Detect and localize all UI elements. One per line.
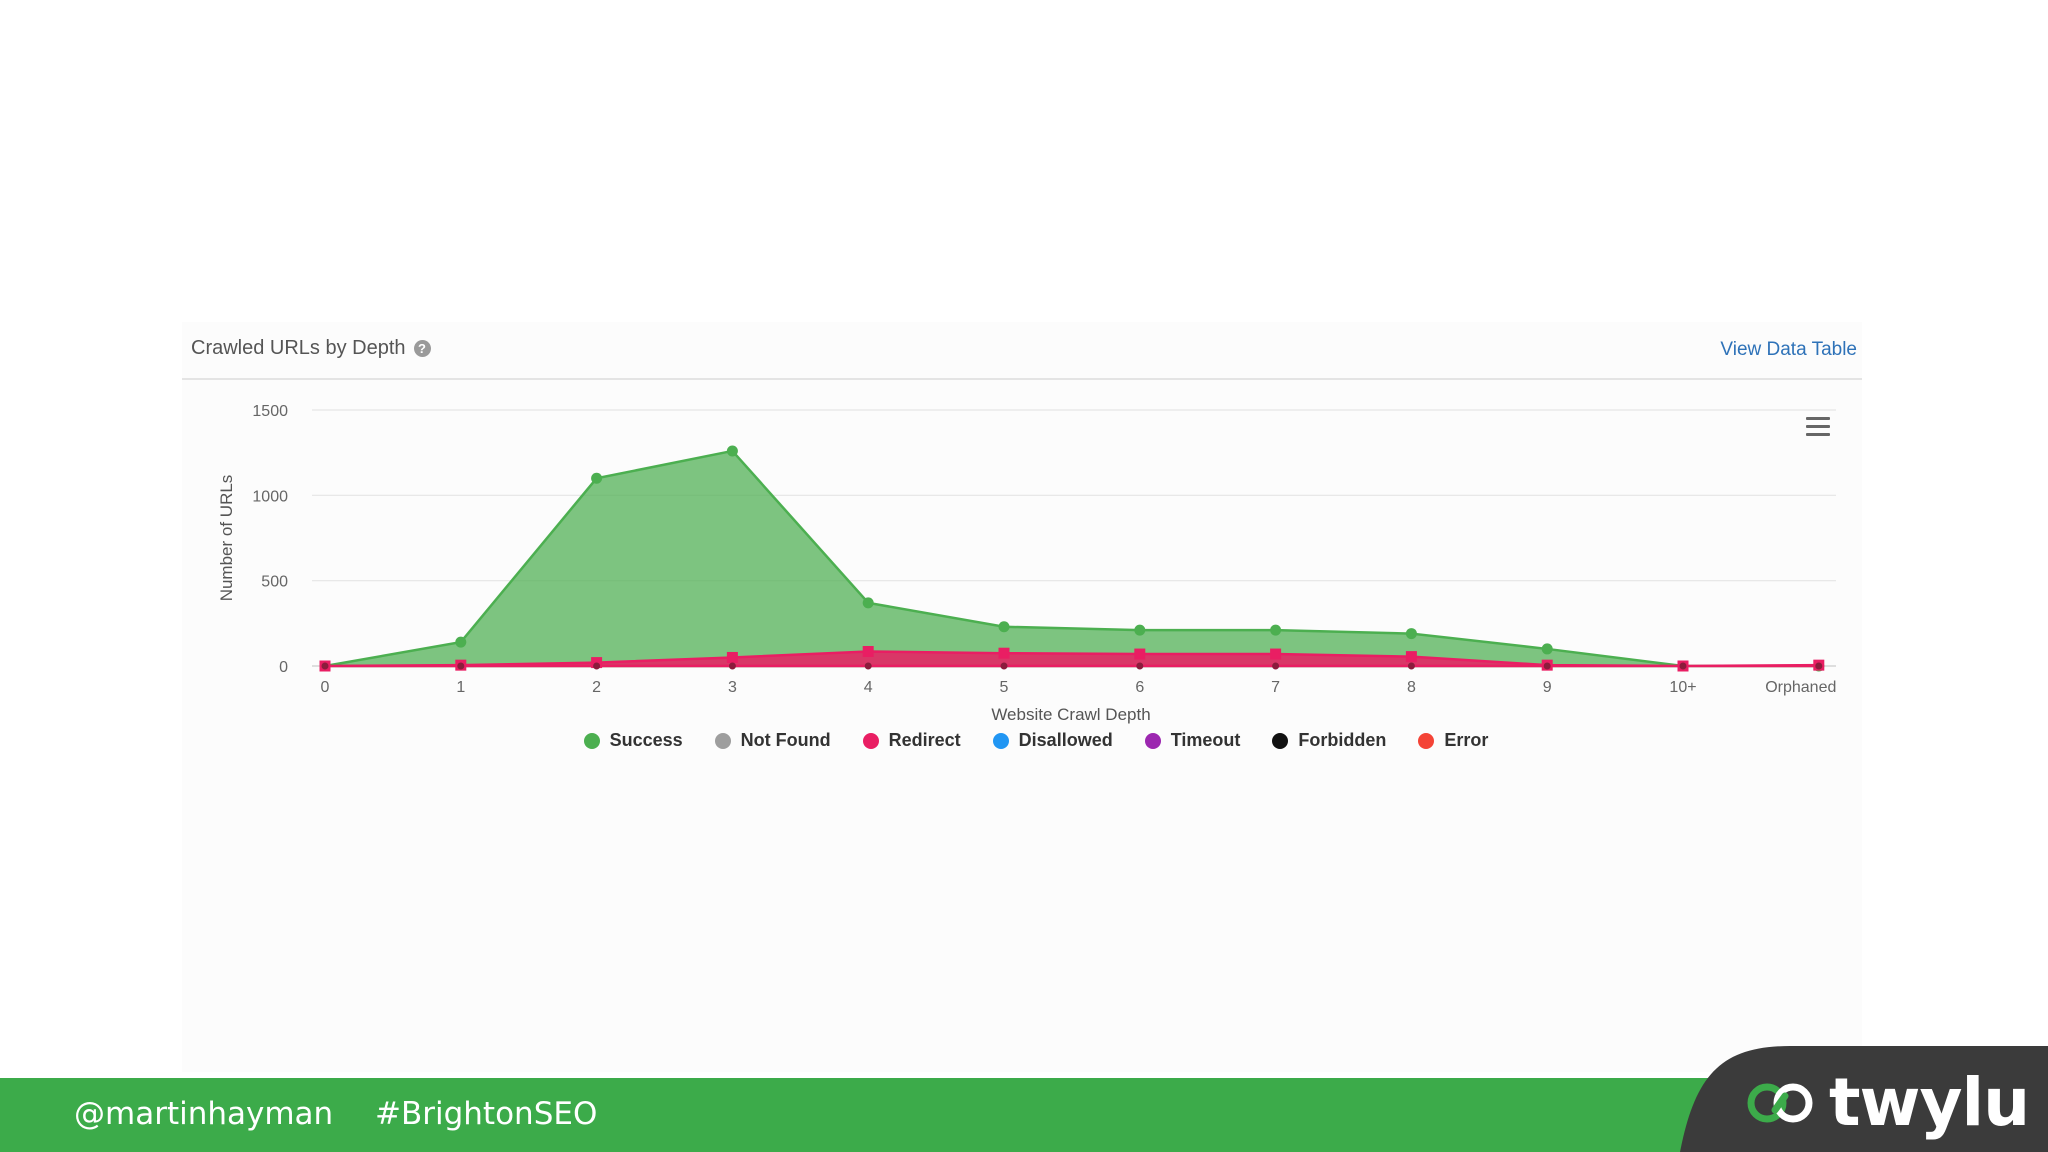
- chart-menu-icon[interactable]: [1806, 417, 1830, 437]
- legend-item-timeout[interactable]: Timeout: [1144, 730, 1241, 751]
- data-point: [1000, 662, 1008, 670]
- data-point: [998, 621, 1010, 633]
- twitter-handle: @martinhayman: [74, 1096, 334, 1132]
- data-point: [1136, 662, 1144, 670]
- legend-item-forbidden[interactable]: Forbidden: [1272, 730, 1386, 751]
- legend-dot: [1144, 732, 1161, 749]
- legend-label: Disallowed: [1018, 730, 1113, 750]
- data-point: [1543, 662, 1551, 670]
- x-tick-label: 3: [728, 679, 737, 696]
- x-tick-label: 10+: [1669, 679, 1696, 696]
- data-point: [1134, 624, 1146, 636]
- data-point: [591, 472, 603, 484]
- data-point: [321, 662, 329, 670]
- x-axis-title: Website Crawl Depth: [991, 705, 1150, 724]
- panel-title: Crawled URLs by Depth ?: [191, 337, 431, 360]
- data-point: [1541, 643, 1553, 655]
- data-point: [864, 662, 872, 670]
- legend-dot: [583, 732, 600, 749]
- data-point: [593, 662, 601, 670]
- legend-item-error[interactable]: Error: [1418, 730, 1488, 751]
- x-tick-label: 2: [592, 679, 601, 696]
- x-tick-label: 6: [1135, 679, 1144, 696]
- data-point: [728, 662, 736, 670]
- legend-label: Error: [1444, 730, 1489, 750]
- legend-dot: [862, 732, 879, 749]
- data-point: [862, 597, 874, 609]
- panel-divider: [182, 378, 1862, 380]
- legend-dot: [1418, 732, 1435, 749]
- legend: Success Not Found Redirect Disallowed Timeou…: [0, 730, 2048, 751]
- y-tick-label: 1500: [252, 403, 288, 420]
- data-point: [1134, 648, 1146, 660]
- x-tick-label: 4: [864, 679, 873, 696]
- legend-label: Redirect: [888, 730, 961, 750]
- data-point: [1407, 662, 1415, 670]
- data-point: [455, 636, 467, 648]
- legend-item-redirect[interactable]: Redirect: [862, 730, 961, 751]
- logo-text: twylu: [1829, 1064, 2030, 1141]
- x-tick-label: 9: [1543, 679, 1552, 696]
- x-tick-label: 5: [1000, 679, 1009, 696]
- x-tick-label: 8: [1407, 679, 1416, 696]
- series-area-success: [324, 449, 1819, 668]
- series-areas: [324, 449, 1821, 668]
- legend-label: Success: [609, 730, 683, 750]
- view-data-table-link[interactable]: View Data Table: [1720, 339, 1857, 360]
- x-tick-label: 0: [321, 679, 330, 696]
- y-tick-label: 0: [279, 659, 288, 676]
- legend-dot: [992, 732, 1009, 749]
- data-point: [1405, 628, 1417, 640]
- data-point: [1405, 651, 1417, 663]
- legend-label: Not Found: [740, 730, 831, 750]
- legend-label: Forbidden: [1298, 730, 1387, 750]
- legend-item-success[interactable]: Success: [583, 730, 683, 751]
- data-point: [457, 662, 465, 670]
- data-point: [726, 651, 738, 663]
- y-tick-label: 500: [261, 574, 288, 591]
- data-point: [1270, 624, 1282, 636]
- data-point: [1270, 648, 1282, 660]
- data-point: [862, 645, 874, 657]
- legend-item-not-found[interactable]: Not Found: [714, 730, 831, 751]
- help-icon[interactable]: ?: [413, 340, 431, 357]
- y-axis-title: Number of URLs: [217, 475, 236, 602]
- data-point: [1272, 662, 1280, 670]
- panel-title-text: Crawled URLs by Depth: [191, 337, 406, 359]
- data-point: [1679, 662, 1687, 670]
- y-tick-label: 1000: [252, 488, 288, 505]
- x-tick-label: 7: [1271, 679, 1280, 696]
- infinity-link-icon: [1747, 1083, 1813, 1122]
- legend-dot: [1272, 732, 1289, 749]
- axis-labels: 0 500 1000 1500 0 1 2 3 4 5 6 7 8 9 10+ Orphaned Website…: [217, 403, 1836, 724]
- logo: twylu: [1745, 1064, 2030, 1141]
- hashtag: #BrightonSEO: [375, 1096, 598, 1132]
- data-point: [726, 445, 738, 457]
- data-point: [1815, 662, 1823, 670]
- series-area-redirect: [324, 650, 1821, 668]
- data-point: [998, 647, 1010, 659]
- logo-background: [1680, 1046, 2048, 1152]
- series-points: [319, 445, 1825, 672]
- legend-dot: [714, 732, 731, 749]
- x-tick-label: 1: [456, 679, 465, 696]
- x-tick-label: Orphaned: [1765, 679, 1836, 696]
- legend-item-disallowed[interactable]: Disallowed: [992, 730, 1113, 751]
- chart-panel: [182, 322, 1862, 1072]
- legend-label: Timeout: [1170, 730, 1241, 750]
